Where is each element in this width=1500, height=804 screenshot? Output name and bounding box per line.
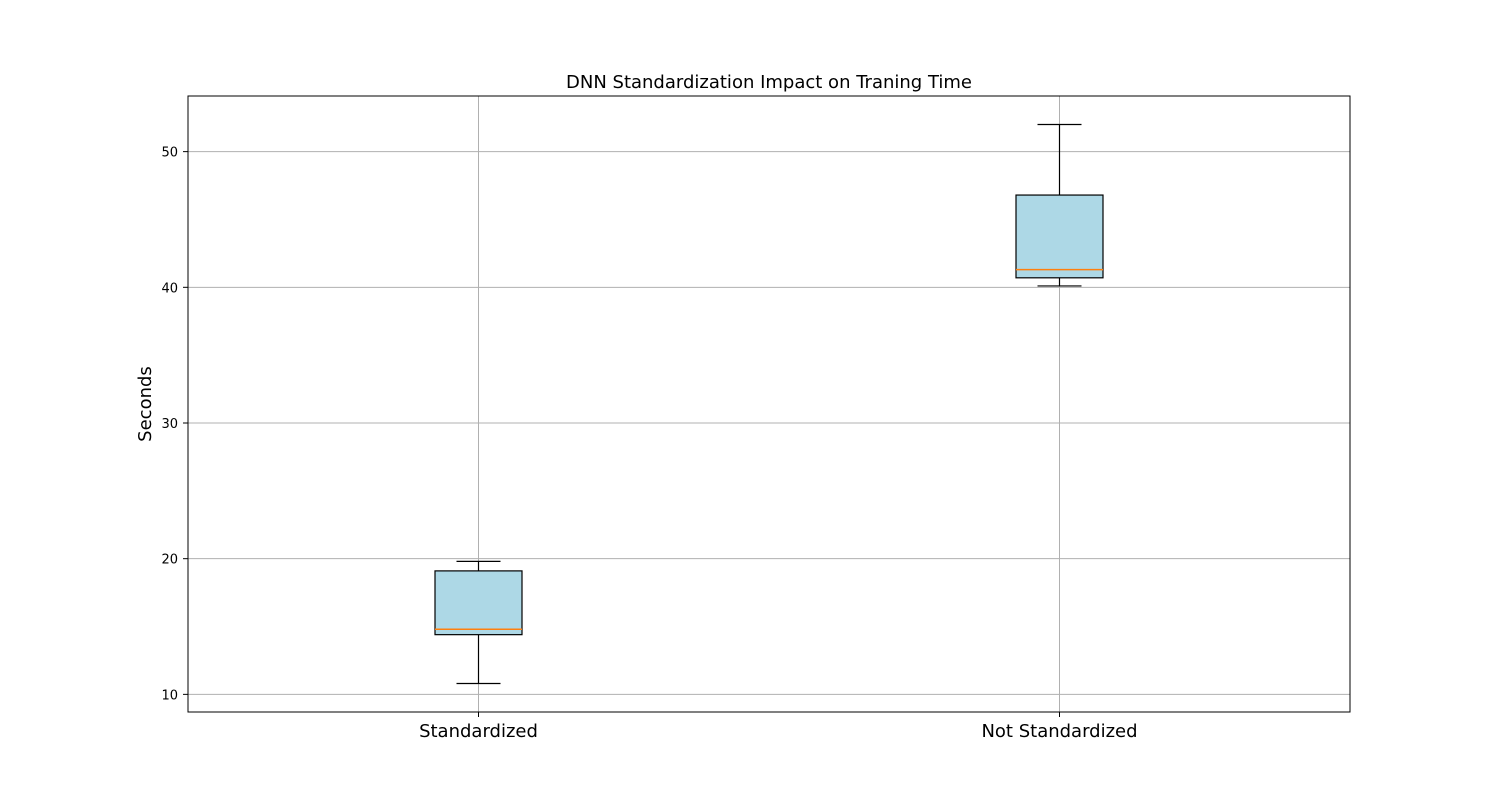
boxes (434, 123, 1104, 685)
y-tick-label: 40 (161, 281, 178, 296)
grid (188, 96, 1350, 712)
y-tick-label: 10 (161, 688, 178, 703)
y-tick-label: 20 (161, 553, 178, 568)
chart-title: DNN Standardization Impact on Traning Ti… (566, 72, 972, 93)
x-tick-label: Not Standardized (981, 721, 1137, 742)
axes-frame (187, 95, 1351, 713)
iqr-box (1015, 194, 1104, 279)
y-tick-label: 30 (161, 417, 178, 432)
y-axis-label: Seconds (135, 366, 156, 442)
iqr-box (434, 570, 523, 636)
x-tick-label: Standardized (419, 721, 538, 742)
y-tick-label: 50 (161, 146, 178, 161)
box-standardized (434, 560, 523, 685)
box-not-standardized (1015, 123, 1104, 287)
ticks: 10 20 30 40 50 Standardized Not Standardized (161, 146, 1137, 742)
